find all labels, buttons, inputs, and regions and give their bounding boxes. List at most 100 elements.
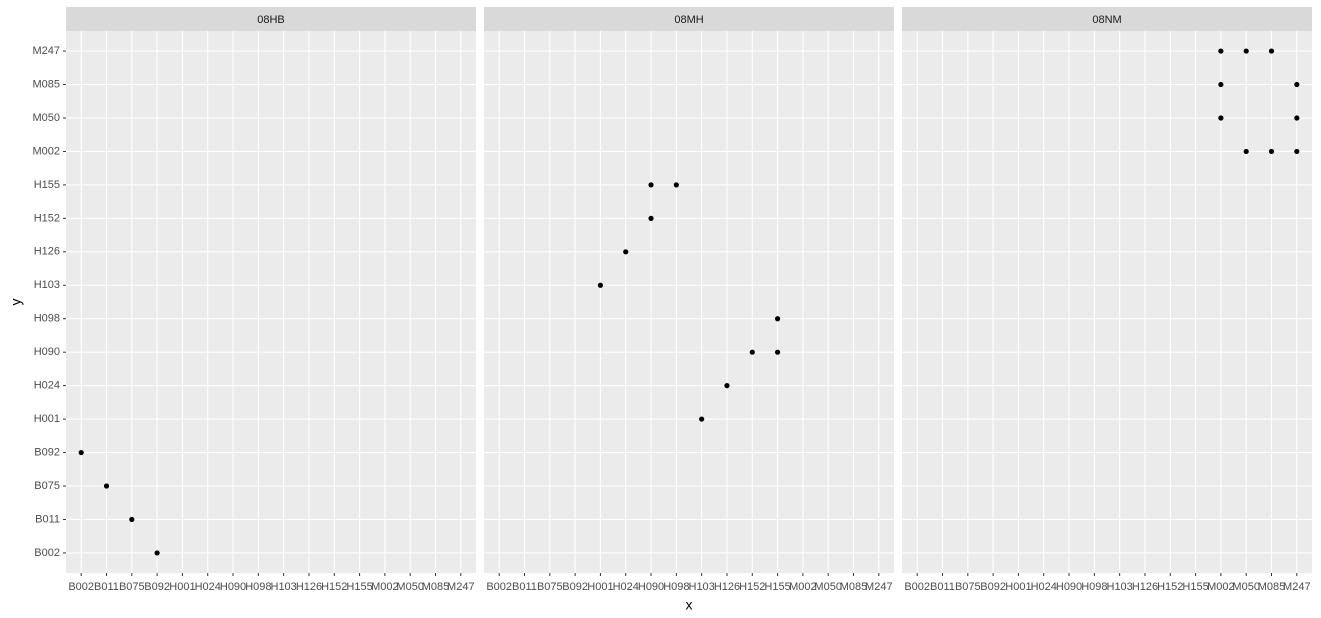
- y-tick-label: H152: [34, 212, 60, 224]
- x-tick-label: B002: [68, 581, 94, 593]
- x-tick-label: M002: [789, 581, 817, 593]
- point: [1218, 81, 1224, 88]
- x-tick-label: H090: [638, 581, 664, 593]
- x-tick-label: H024: [1031, 581, 1057, 593]
- x-tick-label: H152: [321, 581, 347, 593]
- x-tick-label: B075: [955, 581, 981, 593]
- x-tick-label: B092: [562, 581, 588, 593]
- point: [749, 349, 755, 355]
- x-tick-label: M050: [396, 581, 424, 593]
- x-tick-label: H090: [1056, 581, 1082, 593]
- x-tick-label: H001: [1005, 581, 1031, 593]
- y-tick-label: B011: [35, 513, 60, 525]
- x-tick-label: H098: [1081, 581, 1107, 593]
- x-tick-label: B002: [904, 581, 930, 593]
- strip: [66, 7, 476, 31]
- strip: [484, 7, 894, 31]
- y-tick-label: H090: [34, 346, 60, 358]
- x-tick-label: B075: [119, 581, 145, 593]
- x-tick-label: H098: [245, 581, 271, 593]
- x-tick-label: H126: [296, 581, 322, 593]
- y-tick-label: M050: [32, 112, 60, 124]
- x-axis-label: x: [686, 597, 693, 613]
- y-tick-label: M085: [32, 78, 60, 90]
- x-tick-label: B011: [94, 581, 119, 593]
- x-tick-label: M247: [447, 581, 475, 593]
- facet-title: 08MH: [674, 14, 703, 26]
- x-tick-label: H126: [714, 581, 740, 593]
- y-tick-label: H024: [34, 380, 60, 392]
- x-tick-label: B011: [512, 581, 537, 593]
- x-tick-label: M247: [1283, 581, 1311, 593]
- point: [1294, 115, 1300, 121]
- y-tick-label: B002: [34, 547, 60, 559]
- point: [1243, 148, 1249, 155]
- x-tick-label: M002: [371, 581, 399, 593]
- x-tick-label: H126: [1132, 581, 1158, 593]
- panel: [66, 31, 476, 573]
- point: [103, 483, 110, 489]
- point: [623, 249, 629, 255]
- x-tick-label: H103: [1107, 581, 1133, 593]
- y-tick-label: M002: [32, 145, 60, 157]
- x-tick-label: H155: [764, 581, 790, 593]
- x-tick-label: H103: [689, 581, 715, 593]
- point: [1268, 48, 1275, 54]
- x-tick-label: M050: [814, 581, 842, 593]
- x-tick-label: M050: [1232, 581, 1260, 593]
- x-tick-label: B075: [537, 581, 563, 593]
- panel: [902, 31, 1312, 573]
- point: [673, 182, 679, 188]
- x-tick-label: H001: [169, 581, 195, 593]
- x-tick-label: B011: [930, 581, 955, 593]
- x-tick-label: B092: [980, 581, 1006, 593]
- point: [1243, 48, 1249, 54]
- x-tick-label: H024: [195, 581, 221, 593]
- x-tick-label: H103: [271, 581, 297, 593]
- point: [774, 316, 781, 322]
- x-tick-label: H001: [587, 581, 613, 593]
- y-tick-label: H155: [34, 179, 60, 191]
- point: [724, 383, 730, 389]
- y-tick-label: B092: [34, 446, 60, 458]
- point: [154, 550, 160, 556]
- x-tick-label: H024: [613, 581, 639, 593]
- point: [1294, 148, 1300, 155]
- x-tick-label: H155: [346, 581, 372, 593]
- panel: [484, 31, 894, 573]
- x-tick-label: M002: [1207, 581, 1235, 593]
- y-tick-label: H098: [34, 313, 60, 325]
- x-tick-label: B092: [144, 581, 170, 593]
- point: [1218, 115, 1224, 121]
- point: [699, 416, 705, 422]
- strip: [902, 7, 1312, 31]
- x-tick-label: B002: [486, 581, 512, 593]
- point: [774, 349, 781, 355]
- x-tick-label: H090: [220, 581, 246, 593]
- point: [1268, 148, 1275, 155]
- x-tick-label: H152: [1157, 581, 1183, 593]
- x-tick-label: H152: [739, 581, 765, 593]
- y-tick-label: B075: [34, 480, 60, 492]
- facet-title: 08NM: [1092, 14, 1121, 26]
- point: [648, 215, 654, 221]
- x-tick-label: M085: [1258, 581, 1286, 593]
- y-tick-label: H103: [34, 279, 60, 291]
- point: [1218, 48, 1224, 54]
- y-axis-label: y: [8, 299, 24, 306]
- point: [78, 449, 84, 456]
- x-tick-label: H155: [1182, 581, 1208, 593]
- y-tick-label: H126: [34, 246, 60, 258]
- x-tick-label: H098: [663, 581, 689, 593]
- point: [597, 282, 604, 288]
- x-tick-label: M247: [865, 581, 893, 593]
- y-tick-label: M247: [32, 45, 60, 57]
- point: [648, 182, 654, 188]
- point: [1294, 81, 1300, 88]
- facet-title: 08HB: [257, 14, 285, 26]
- y-tick-label: H001: [34, 413, 60, 425]
- x-tick-label: M085: [422, 581, 450, 593]
- x-tick-label: M085: [840, 581, 868, 593]
